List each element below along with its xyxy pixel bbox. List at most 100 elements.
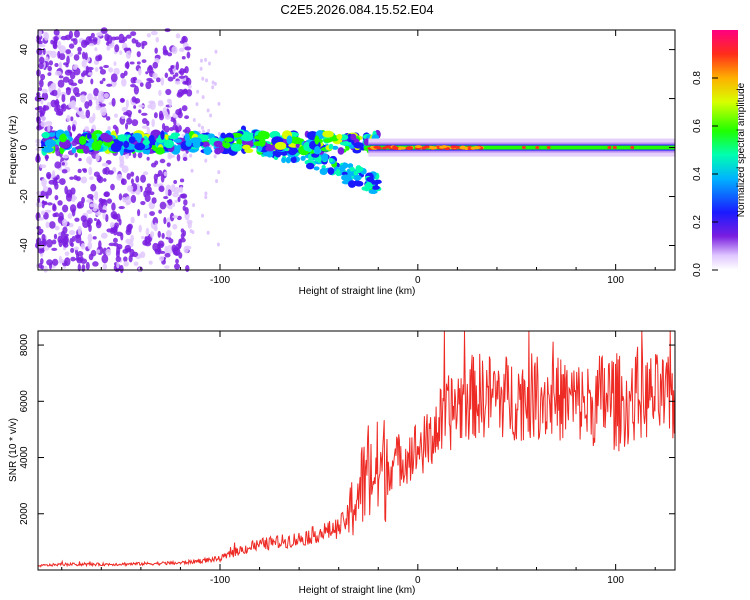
- noise-blob: [106, 198, 113, 204]
- noise-blob: [159, 250, 166, 254]
- branch-blob: [349, 166, 355, 172]
- noise-blob: [158, 185, 165, 193]
- noise-blob: [81, 264, 86, 272]
- noise-blob: [110, 183, 115, 191]
- noise-blob: [196, 89, 200, 94]
- noise-blob: [42, 185, 49, 192]
- noise-blob: [211, 80, 215, 85]
- band-blob: [86, 133, 92, 140]
- noise-blob: [43, 212, 49, 220]
- noise-blob: [92, 236, 97, 240]
- noise-blob: [40, 121, 47, 128]
- noise-blob: [149, 211, 155, 217]
- noise-blob: [206, 230, 210, 235]
- noise-blob: [135, 42, 142, 48]
- noise-blob: [107, 125, 111, 131]
- noise-blob: [187, 221, 192, 229]
- noise-blob: [84, 101, 90, 109]
- noise-blob: [39, 79, 44, 88]
- noise-blob: [76, 202, 82, 209]
- noise-blob: [172, 124, 178, 131]
- noise-blob: [166, 162, 171, 167]
- noise-blob: [48, 221, 56, 229]
- noise-blob: [151, 197, 157, 204]
- noise-blob: [52, 40, 57, 49]
- band-blob: [104, 141, 111, 147]
- noise-blob: [138, 224, 142, 233]
- noise-blob: [47, 65, 53, 72]
- noise-blob: [189, 153, 193, 158]
- noise-blob: [51, 89, 58, 97]
- band-blob: [303, 141, 311, 152]
- noise-blob: [197, 123, 201, 128]
- noise-blob: [146, 33, 151, 38]
- noise-blob: [99, 209, 107, 213]
- noise-blob: [138, 68, 142, 76]
- noise-blob: [135, 79, 142, 84]
- band-blob: [110, 142, 122, 153]
- noise-blob: [124, 122, 129, 130]
- noise-blob: [131, 119, 139, 127]
- noise-blob: [41, 116, 47, 121]
- band-blob: [286, 135, 293, 145]
- band-blob: [142, 139, 150, 146]
- noise-blob: [201, 213, 205, 218]
- noise-blob: [45, 120, 53, 126]
- spectrogram-marks: [34, 27, 675, 274]
- noise-blob: [99, 66, 103, 70]
- noise-blob: [88, 99, 93, 107]
- noise-blob: [57, 235, 63, 244]
- noise-blob: [179, 40, 185, 44]
- noise-blob: [154, 160, 159, 166]
- branch-blob: [353, 174, 362, 181]
- noise-blob: [38, 29, 42, 37]
- band-blob: [236, 138, 242, 146]
- noise-blob: [120, 178, 127, 186]
- noise-blob: [61, 162, 65, 166]
- snr-y-tick-label: 6000: [19, 390, 30, 413]
- noise-blob: [65, 49, 71, 55]
- noise-blob: [93, 96, 98, 101]
- noise-blob: [127, 185, 134, 192]
- noise-blob: [77, 225, 82, 235]
- band-blob: [253, 141, 262, 147]
- band-blob: [242, 144, 251, 150]
- band-blob: [102, 134, 113, 143]
- noise-blob: [62, 226, 68, 234]
- noise-blob: [69, 204, 77, 213]
- noise-blob: [119, 98, 126, 103]
- noise-blob: [98, 198, 104, 204]
- noise-blob: [164, 252, 171, 258]
- noise-blob: [97, 176, 104, 184]
- noise-blob: [73, 54, 80, 61]
- band-blob: [337, 147, 345, 155]
- noise-blob: [41, 88, 48, 94]
- noise-blob: [93, 217, 97, 222]
- noise-blob: [166, 230, 172, 238]
- snr-y-tick-label: 8000: [19, 333, 30, 356]
- noise-blob: [80, 94, 86, 103]
- noise-blob: [181, 56, 186, 60]
- noise-blob: [164, 265, 170, 269]
- noise-blob: [99, 103, 106, 107]
- noise-blob: [80, 72, 86, 77]
- noise-blob: [92, 261, 99, 267]
- branch-blob: [263, 151, 270, 157]
- noise-blob: [38, 262, 43, 269]
- noise-blob: [41, 210, 45, 216]
- branch-blob: [328, 157, 334, 163]
- noise-blob: [102, 77, 106, 82]
- noise-blob: [51, 239, 57, 245]
- noise-blob: [167, 198, 173, 206]
- noise-blob: [88, 43, 95, 47]
- noise-blob: [204, 158, 208, 163]
- band-blob: [223, 137, 234, 143]
- spectrogram-frame: [37, 29, 676, 271]
- noise-blob: [85, 109, 91, 119]
- branch-blob: [355, 165, 362, 173]
- noise-blob: [48, 60, 54, 66]
- noise-blob: [162, 107, 168, 115]
- snr-axes: -100 0 100 2000 4000 6000 8000: [19, 331, 675, 586]
- noise-blob: [105, 213, 109, 223]
- snr-y-tick-label: 2000: [19, 502, 30, 525]
